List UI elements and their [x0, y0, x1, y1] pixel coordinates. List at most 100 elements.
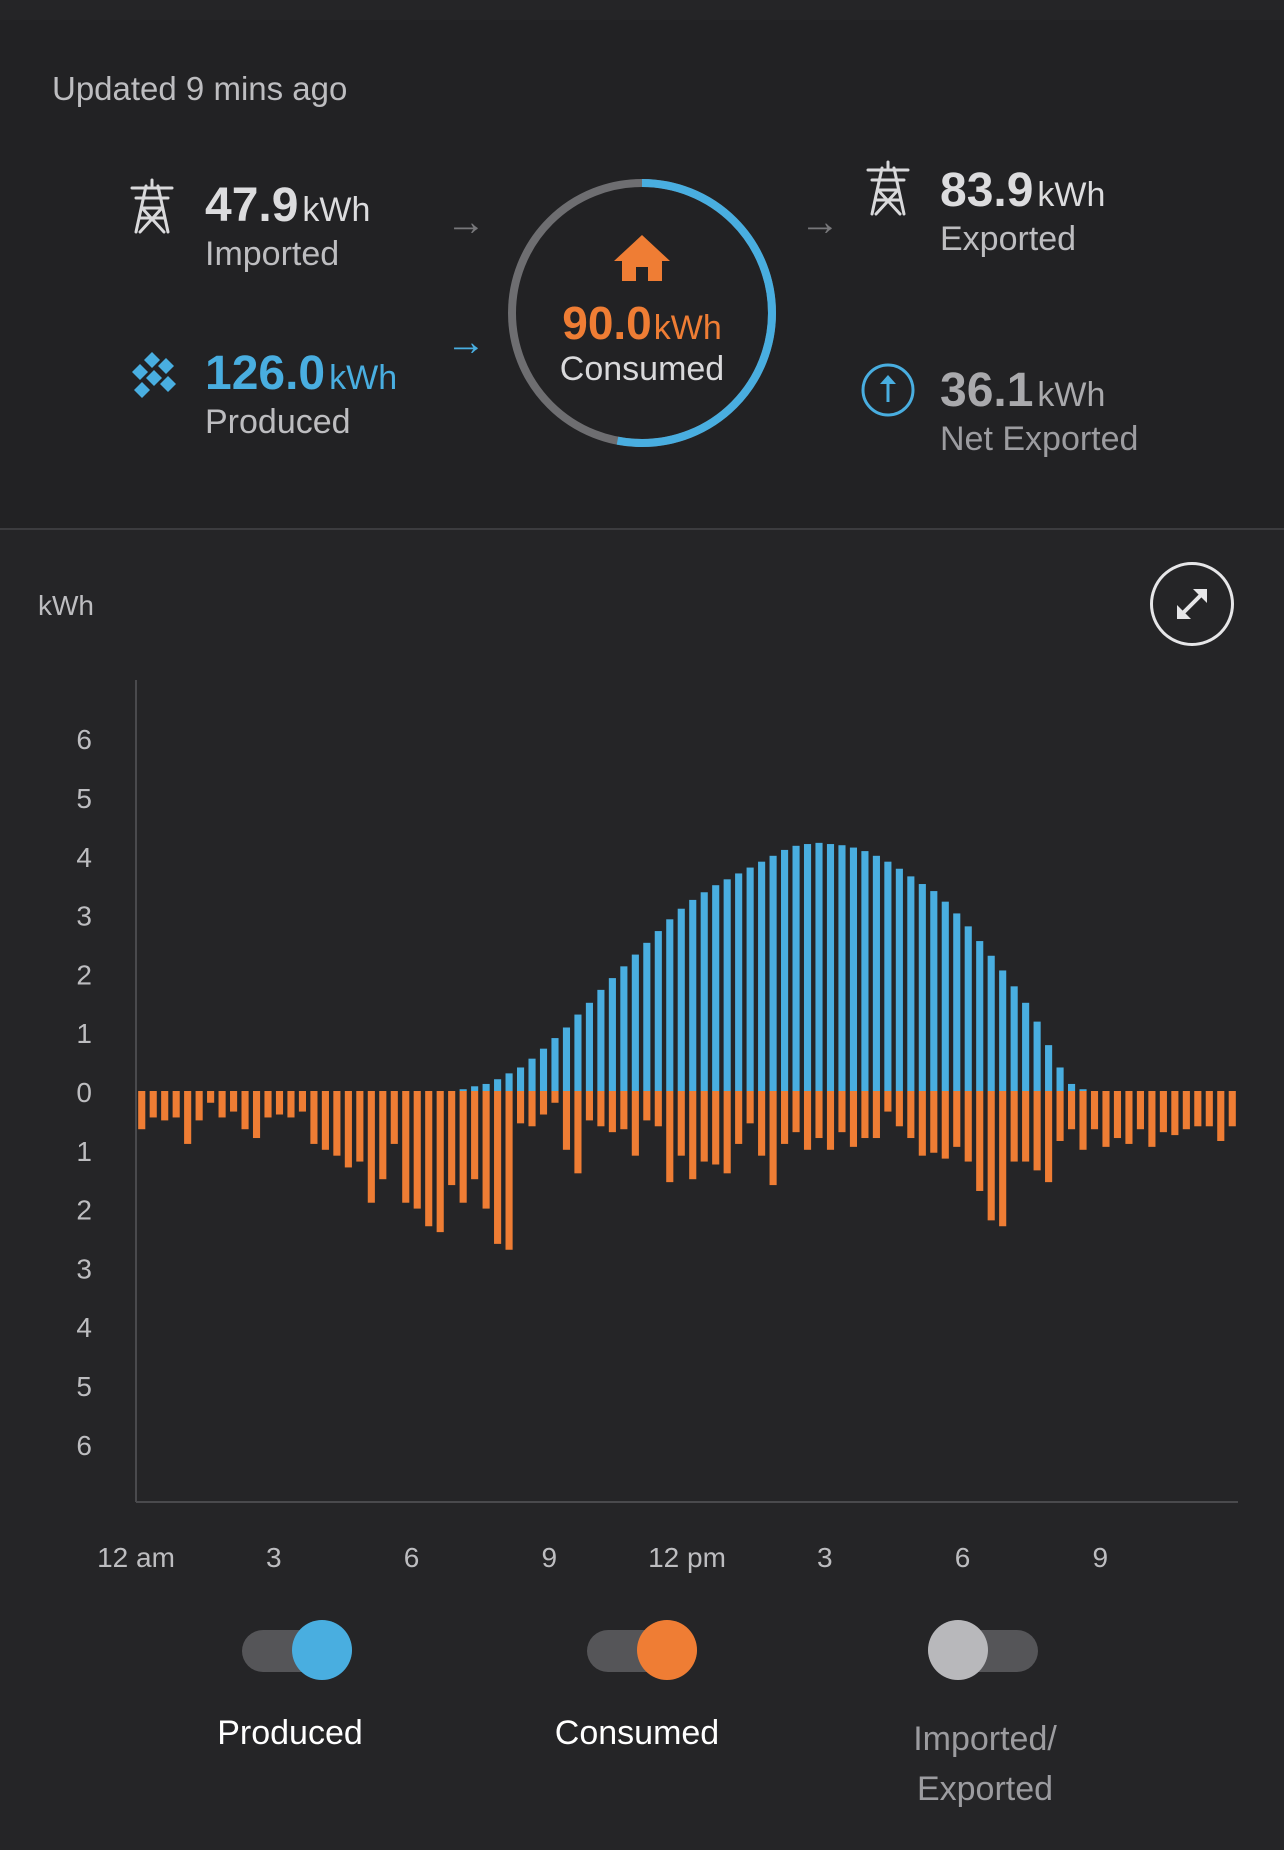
produced-bar	[551, 1038, 559, 1091]
consumed-bar	[1113, 1091, 1122, 1139]
produced-bar	[585, 1002, 593, 1091]
consumed-bar	[792, 1091, 800, 1133]
up-arrow-circle-icon	[861, 363, 915, 417]
consumed-bar	[471, 1091, 479, 1180]
produced-bar	[459, 1089, 467, 1091]
consumed-bar	[758, 1091, 766, 1156]
consumed-bar	[356, 1091, 364, 1162]
consumed-bar	[597, 1091, 605, 1127]
imported-value: 47.9	[205, 179, 299, 232]
produced-bar	[1010, 986, 1018, 1091]
expand-button[interactable]	[1150, 562, 1234, 646]
consumed-toggle[interactable]	[587, 1620, 697, 1680]
produced-toggle-knob	[292, 1620, 352, 1680]
produced-bar	[803, 844, 812, 1091]
consumed-bar	[402, 1091, 410, 1203]
produced-bar	[562, 1027, 571, 1091]
consumed-bar	[195, 1091, 203, 1121]
consumed-bar	[459, 1091, 467, 1203]
consumed-bar	[608, 1091, 616, 1133]
produced-bar	[861, 851, 869, 1091]
consumed-bar	[1228, 1091, 1236, 1127]
net-exported-unit: kWh	[1037, 376, 1106, 414]
y-tick-label: 4	[76, 842, 92, 873]
consumed-bar	[494, 1091, 502, 1244]
produced-bar	[666, 919, 674, 1091]
imported-arrow-icon: →	[446, 200, 486, 244]
produced-value: 126.0	[205, 347, 326, 400]
imported-exported-toggle[interactable]	[928, 1620, 1038, 1680]
y-tick-label: 6	[76, 1430, 92, 1461]
produced-bar	[654, 931, 662, 1091]
consumed-bar	[746, 1091, 754, 1124]
produced-bar	[689, 899, 697, 1091]
consumed-bar	[700, 1091, 708, 1162]
consumed-bar	[861, 1091, 869, 1139]
consumed-bar	[620, 1091, 628, 1130]
consumed-label: Consumed	[559, 350, 725, 388]
x-tick-label: 3	[817, 1542, 833, 1573]
consumed-bar	[482, 1091, 490, 1209]
consumed-bar	[1217, 1091, 1225, 1141]
consumed-bar	[689, 1091, 697, 1180]
produced-bar	[746, 867, 754, 1091]
consumed-bar	[1010, 1091, 1018, 1162]
produced-bar	[712, 885, 720, 1091]
consumed-bar	[551, 1091, 559, 1103]
produced-bar	[620, 966, 628, 1091]
produced-bar	[884, 861, 892, 1091]
consumed-bar	[712, 1091, 720, 1165]
consumed-bar	[528, 1091, 536, 1127]
x-tick-label: 9	[1092, 1542, 1108, 1573]
produced-bar	[838, 845, 846, 1091]
produced-bar	[1067, 1083, 1076, 1091]
energy-bar-chart: 6 5 4 3 2 1 0 1 2 3 4 5 6 12 am 3 6 9 12 pm 3 6 9	[76, 680, 1238, 1573]
consumed-stat: 90.0kWh Consumed	[512, 296, 772, 389]
consumed-bar	[953, 1091, 961, 1147]
produced-arrow-icon: →	[446, 320, 486, 364]
imported-stat: 47.9 kWh Imported	[205, 178, 370, 274]
consumed-bar	[287, 1091, 295, 1118]
consumed-bar	[1045, 1091, 1053, 1183]
consumed-bar	[241, 1091, 249, 1130]
x-tick-label: 3	[266, 1542, 282, 1573]
x-tick-label: 9	[541, 1542, 557, 1573]
section-divider	[0, 528, 1284, 530]
consumed-bar	[907, 1091, 915, 1139]
consumed-bar	[1022, 1091, 1030, 1162]
produced-bar	[815, 842, 823, 1091]
produced-bar	[895, 868, 903, 1091]
consumed-bar	[918, 1091, 926, 1156]
consumed-value: 90.0	[562, 297, 652, 349]
consumed-bar	[367, 1091, 375, 1203]
x-tick-label: 6	[404, 1542, 420, 1573]
consumed-bar	[1148, 1091, 1156, 1147]
consumed-bar	[723, 1091, 731, 1174]
consumed-bar	[379, 1091, 387, 1180]
x-tick-label: 12 am	[97, 1542, 175, 1573]
produced-stat: 126.0 kWh Produced	[205, 346, 397, 442]
consumed-bar	[413, 1091, 421, 1209]
consumed-bar	[987, 1091, 995, 1221]
produced-bar	[999, 970, 1007, 1091]
imported-exported-toggle-knob	[928, 1620, 988, 1680]
consumed-bar	[574, 1091, 582, 1174]
produced-bar	[953, 913, 961, 1091]
consumption-ring	[508, 179, 776, 447]
consumed-bar	[539, 1091, 548, 1115]
consumed-bar	[1056, 1091, 1064, 1141]
imported-label: Imported	[205, 235, 340, 273]
consumed-bar	[562, 1091, 571, 1150]
produced-bar	[792, 845, 800, 1091]
consumed-bar	[275, 1091, 284, 1115]
net-exported-value: 36.1	[940, 364, 1034, 417]
y-tick-label: 0	[76, 1077, 92, 1108]
produced-bar	[1056, 1067, 1064, 1091]
updated-text: Updated 9 mins ago	[52, 70, 348, 107]
consumed-bar	[677, 1091, 685, 1156]
produced-bar	[941, 901, 949, 1091]
produced-bar	[930, 891, 938, 1091]
produced-bar	[1033, 1021, 1041, 1091]
imported-exported-label-line2: Exported	[916, 1770, 1054, 1808]
produced-toggle[interactable]	[242, 1620, 352, 1680]
